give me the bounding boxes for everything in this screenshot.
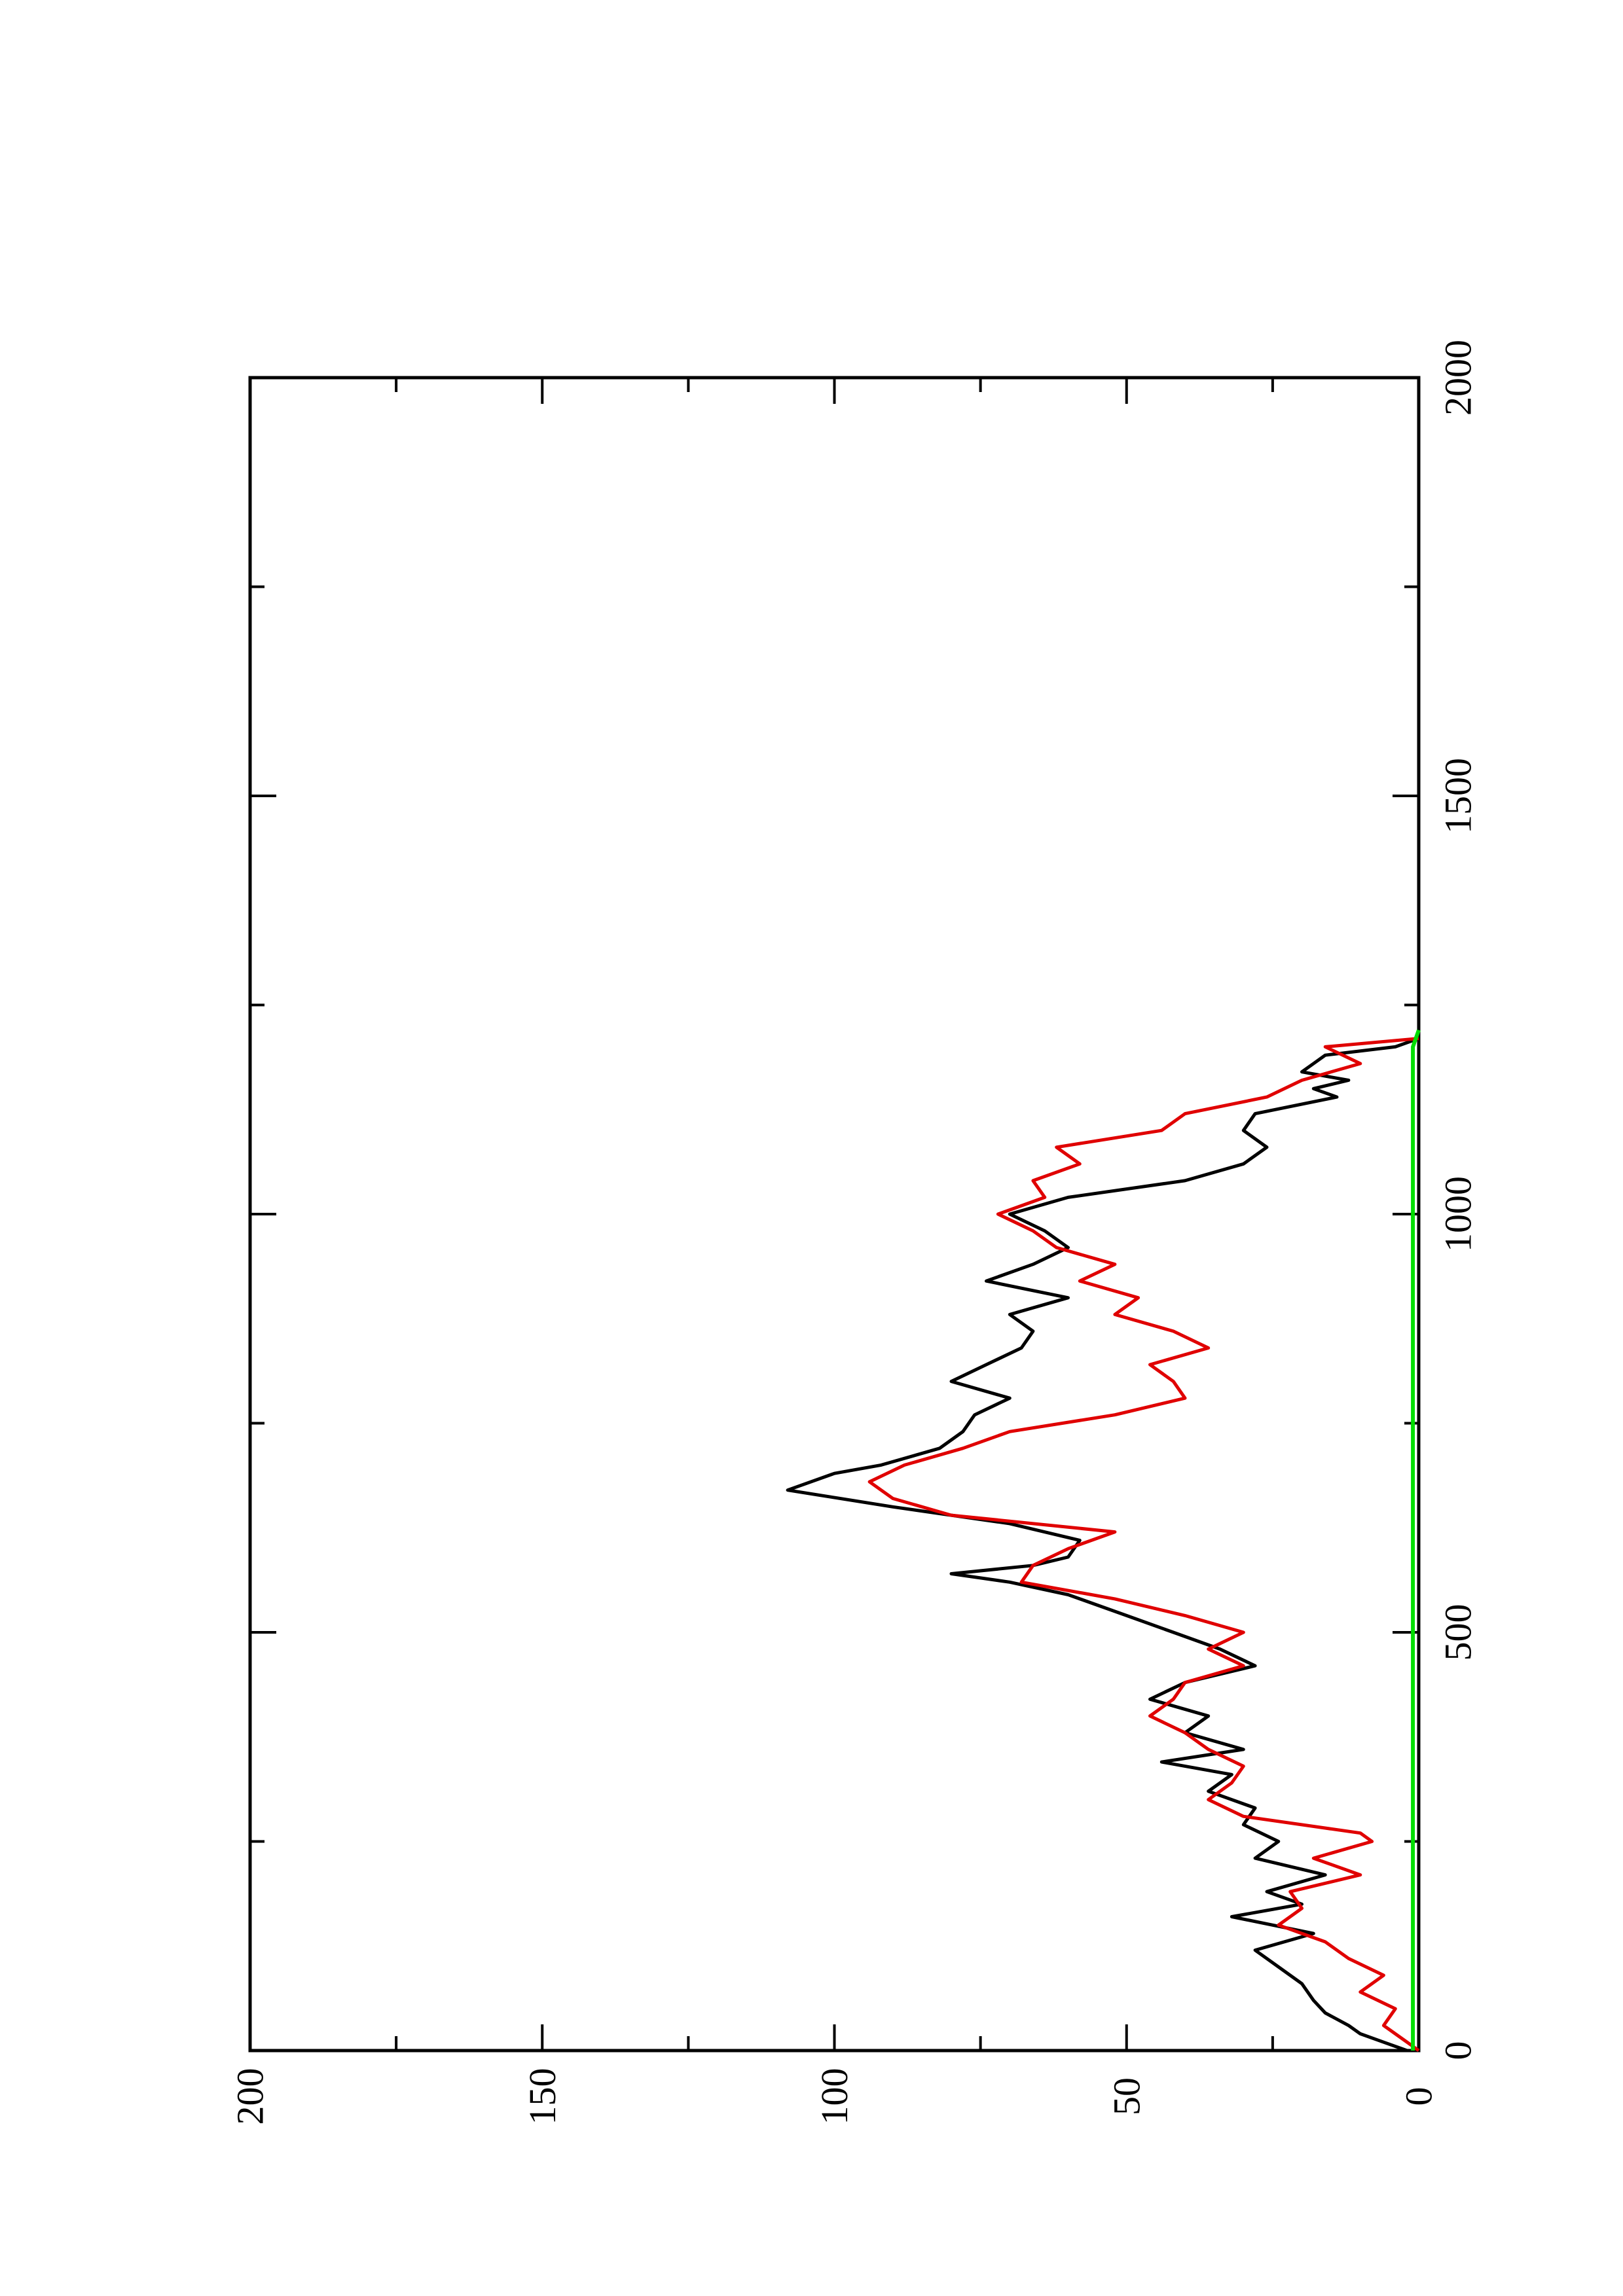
y-tick-label: 0 <box>1398 2087 1440 2106</box>
x-tick-label: 500 <box>1437 1604 1480 1661</box>
plot-frame <box>248 376 1421 2053</box>
y-tick-label: 150 <box>521 2068 564 2125</box>
y-tick-label: 200 <box>229 2068 272 2125</box>
series-group <box>786 1029 1421 2053</box>
x-tick-label: 0 <box>1437 2041 1480 2060</box>
series-line-1 <box>786 1037 1419 2053</box>
x-tick-label: 1500 <box>1437 758 1480 834</box>
y-tick-label: 100 <box>813 2068 856 2125</box>
x-tick-label: 2000 <box>1437 340 1480 416</box>
tick-labels: 0 500 1000 1500 2000 0 50 100 150 200 <box>229 340 1480 2125</box>
series-line-2 <box>867 1037 1420 2053</box>
y-tick-label: 50 <box>1105 2077 1148 2115</box>
axis-ticks <box>249 376 1420 2052</box>
x-tick-label: 1000 <box>1437 1176 1480 1252</box>
series-line-3 <box>1411 1029 1421 2051</box>
